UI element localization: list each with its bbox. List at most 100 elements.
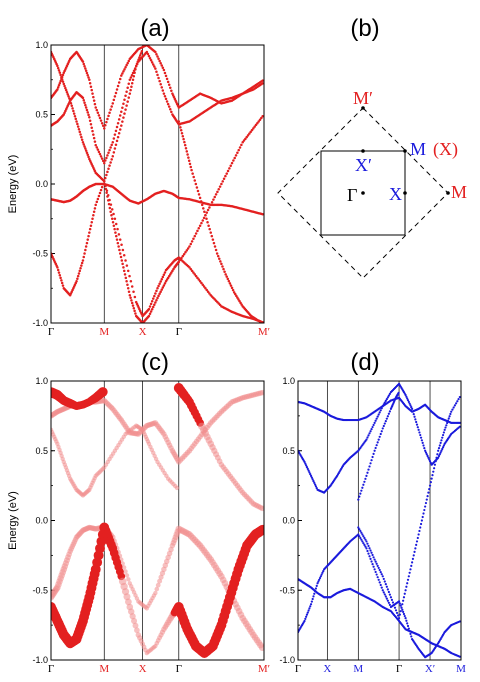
band-point bbox=[98, 116, 102, 120]
band-point bbox=[206, 208, 210, 212]
band-point bbox=[123, 593, 131, 601]
band-point bbox=[420, 439, 423, 442]
band-point bbox=[128, 78, 132, 81]
band-point bbox=[83, 145, 86, 148]
band-point bbox=[117, 81, 121, 84]
band-point bbox=[227, 279, 231, 283]
band-point bbox=[109, 210, 112, 214]
panel-a-chart: -1.0 -0.5 0.0 0.5 1.0 Energy (eV) Γ M X Γ M′ bbox=[7, 40, 270, 338]
k-point-label: M bbox=[456, 663, 466, 675]
band-point bbox=[77, 272, 81, 275]
band-point bbox=[167, 83, 171, 87]
band-point bbox=[388, 410, 391, 413]
band-point bbox=[157, 57, 160, 60]
band-point bbox=[126, 283, 129, 287]
band-point bbox=[363, 543, 366, 547]
band-point bbox=[373, 558, 376, 561]
k-point-label: M bbox=[99, 663, 109, 675]
band-point bbox=[181, 254, 185, 258]
band-point bbox=[183, 143, 187, 147]
band-point bbox=[179, 126, 182, 129]
band-point bbox=[258, 118, 262, 121]
band-point bbox=[57, 84, 61, 87]
band-point bbox=[380, 573, 383, 576]
band-point bbox=[377, 413, 380, 416]
bz-label-m-outer: M bbox=[451, 182, 467, 202]
band-point bbox=[395, 611, 399, 615]
band-point bbox=[211, 238, 215, 241]
band-point bbox=[378, 435, 381, 438]
band-point bbox=[112, 212, 115, 216]
band-point bbox=[441, 446, 445, 449]
band-point bbox=[439, 441, 442, 444]
band-point bbox=[205, 217, 208, 220]
band-point bbox=[137, 58, 140, 61]
band-point bbox=[125, 63, 128, 67]
band-point bbox=[126, 287, 130, 290]
band-point bbox=[365, 547, 368, 550]
band-point bbox=[362, 542, 365, 545]
band-point bbox=[403, 592, 406, 595]
band-point bbox=[198, 280, 202, 283]
band-point bbox=[109, 146, 112, 149]
band-point bbox=[120, 124, 123, 127]
band-point bbox=[90, 126, 93, 129]
band-point bbox=[84, 149, 88, 152]
band-point bbox=[197, 278, 201, 281]
band-point bbox=[163, 95, 167, 98]
band-point bbox=[384, 595, 387, 598]
band-point bbox=[158, 292, 161, 296]
band-point bbox=[91, 217, 94, 220]
band-point bbox=[384, 583, 387, 586]
plot-frame bbox=[50, 44, 265, 324]
band-point bbox=[72, 109, 75, 113]
band-point bbox=[396, 614, 400, 617]
band-point bbox=[408, 402, 411, 405]
band-point bbox=[90, 220, 93, 224]
band-point bbox=[377, 566, 380, 570]
band-point bbox=[129, 296, 132, 300]
band-point bbox=[423, 508, 426, 512]
band-point bbox=[313, 592, 316, 595]
band-point bbox=[257, 120, 260, 123]
band-point bbox=[177, 260, 181, 264]
band-point bbox=[154, 586, 160, 592]
band-point bbox=[357, 526, 360, 529]
band-point bbox=[312, 479, 315, 483]
band-point bbox=[366, 542, 369, 545]
band-point bbox=[445, 424, 448, 427]
band-point bbox=[229, 284, 233, 287]
band-point bbox=[212, 241, 216, 245]
band-point bbox=[118, 248, 121, 252]
band-point bbox=[378, 568, 381, 572]
band-point bbox=[165, 77, 169, 81]
band-point bbox=[438, 444, 441, 447]
band-point bbox=[424, 501, 428, 505]
band-point bbox=[383, 401, 386, 404]
band-point bbox=[367, 544, 370, 548]
band-point bbox=[123, 273, 127, 276]
band-points bbox=[51, 45, 264, 323]
band-point bbox=[218, 185, 222, 188]
band-point bbox=[313, 481, 316, 484]
band-point bbox=[458, 655, 461, 658]
band-point bbox=[180, 132, 184, 135]
band-point bbox=[104, 124, 107, 127]
band-point bbox=[357, 498, 360, 501]
band-point bbox=[406, 624, 410, 628]
band-point bbox=[418, 431, 421, 434]
band-point bbox=[422, 444, 425, 447]
y-tick-label: 1.0 bbox=[35, 40, 48, 50]
band-point bbox=[156, 55, 159, 58]
band-point bbox=[206, 290, 210, 293]
band-point bbox=[84, 103, 87, 107]
band-point bbox=[124, 573, 130, 578]
band-point bbox=[452, 406, 455, 409]
band-point bbox=[182, 137, 185, 141]
band-point bbox=[209, 231, 212, 234]
band-point bbox=[64, 86, 67, 90]
y-tick-label: -1.0 bbox=[279, 655, 295, 665]
band-point bbox=[114, 222, 118, 226]
point-x-prime bbox=[361, 149, 365, 153]
y-tick-label: 0.0 bbox=[35, 179, 48, 189]
